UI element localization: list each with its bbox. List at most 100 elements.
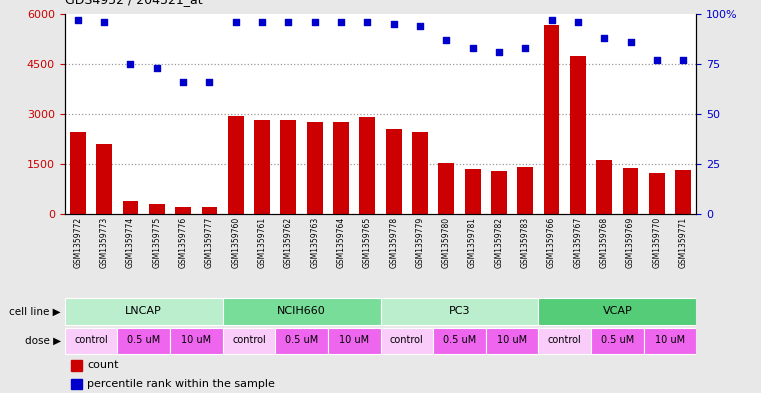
Bar [254,120,270,214]
Point [335,18,347,25]
Bar [438,163,454,214]
Text: GSM1359783: GSM1359783 [521,217,530,268]
Bar [380,328,433,354]
Bar [170,328,223,354]
Text: GSM1359773: GSM1359773 [100,217,109,268]
Text: 0.5 uM: 0.5 uM [285,335,318,345]
Text: GSM1359778: GSM1359778 [389,217,398,268]
Text: GSM1359769: GSM1359769 [626,217,635,268]
Text: GSM1359766: GSM1359766 [547,217,556,268]
Point [72,17,84,23]
Text: 10 uM: 10 uM [497,335,527,345]
Bar [675,171,691,214]
Bar [307,122,323,214]
Bar [597,160,612,214]
Bar [486,328,539,354]
Text: GSM1359763: GSM1359763 [310,217,319,268]
Point [598,35,610,41]
Bar [359,117,375,214]
Bar [71,379,82,389]
Bar [275,328,328,354]
Text: GSM1359772: GSM1359772 [73,217,82,268]
Bar [228,116,244,214]
Text: NCIH660: NCIH660 [277,306,326,316]
Text: GSM1359774: GSM1359774 [126,217,135,268]
Text: GSM1359771: GSM1359771 [679,217,688,268]
Text: 10 uM: 10 uM [181,335,212,345]
Text: GDS4952 / 204521_at: GDS4952 / 204521_at [65,0,202,6]
Point [677,57,689,63]
Text: 0.5 uM: 0.5 uM [127,335,161,345]
Bar [123,202,139,214]
Point [651,57,663,63]
Bar [380,298,539,325]
Text: GSM1359765: GSM1359765 [363,217,372,268]
Text: VCAP: VCAP [603,306,632,316]
Point [151,65,163,71]
Text: GSM1359764: GSM1359764 [336,217,345,268]
Bar [465,169,480,214]
Bar [517,167,533,214]
Text: GSM1359776: GSM1359776 [179,217,188,268]
Text: GSM1359781: GSM1359781 [468,217,477,268]
Point [466,45,479,51]
Text: control: control [548,335,581,345]
Point [440,37,452,43]
Text: GSM1359782: GSM1359782 [495,217,504,268]
Point [256,18,268,25]
Bar [543,26,559,214]
Point [519,45,531,51]
Bar [71,360,82,371]
Text: GSM1359775: GSM1359775 [152,217,161,268]
Point [546,17,558,23]
Bar [539,328,591,354]
Point [230,18,242,25]
Text: GSM1359767: GSM1359767 [573,217,582,268]
Text: 0.5 uM: 0.5 uM [600,335,634,345]
Bar [433,328,486,354]
Point [309,18,321,25]
Bar [649,173,665,214]
Bar [149,204,164,214]
Text: percentile rank within the sample: percentile rank within the sample [88,379,275,389]
Point [493,49,505,55]
Bar [175,207,191,214]
Point [387,20,400,27]
Point [282,18,295,25]
Bar [70,132,86,214]
Point [625,39,637,45]
Bar [202,206,218,214]
Point [98,18,110,25]
Text: GSM1359761: GSM1359761 [257,217,266,268]
Point [414,23,426,29]
Text: control: control [232,335,266,345]
Text: count: count [88,360,119,370]
Text: GSM1359760: GSM1359760 [231,217,240,268]
Bar [386,129,402,214]
Bar [65,328,117,354]
Bar [412,132,428,214]
Text: GSM1359762: GSM1359762 [284,217,293,268]
Bar [223,328,275,354]
Text: 10 uM: 10 uM [339,335,369,345]
Text: 0.5 uM: 0.5 uM [443,335,476,345]
Text: control: control [74,335,108,345]
Bar [223,298,380,325]
Text: 10 uM: 10 uM [655,335,685,345]
Point [124,61,136,67]
Text: GSM1359779: GSM1359779 [416,217,425,268]
Text: LNCAP: LNCAP [126,306,162,316]
Text: dose ▶: dose ▶ [25,336,61,346]
Bar [65,298,223,325]
Bar [491,171,507,214]
Bar [117,328,170,354]
Text: cell line ▶: cell line ▶ [9,307,61,316]
Text: GSM1359780: GSM1359780 [442,217,451,268]
Text: GSM1359777: GSM1359777 [205,217,214,268]
Bar [96,144,112,214]
Bar [539,298,696,325]
Bar [644,328,696,354]
Text: control: control [390,335,424,345]
Bar [333,122,349,214]
Bar [591,328,644,354]
